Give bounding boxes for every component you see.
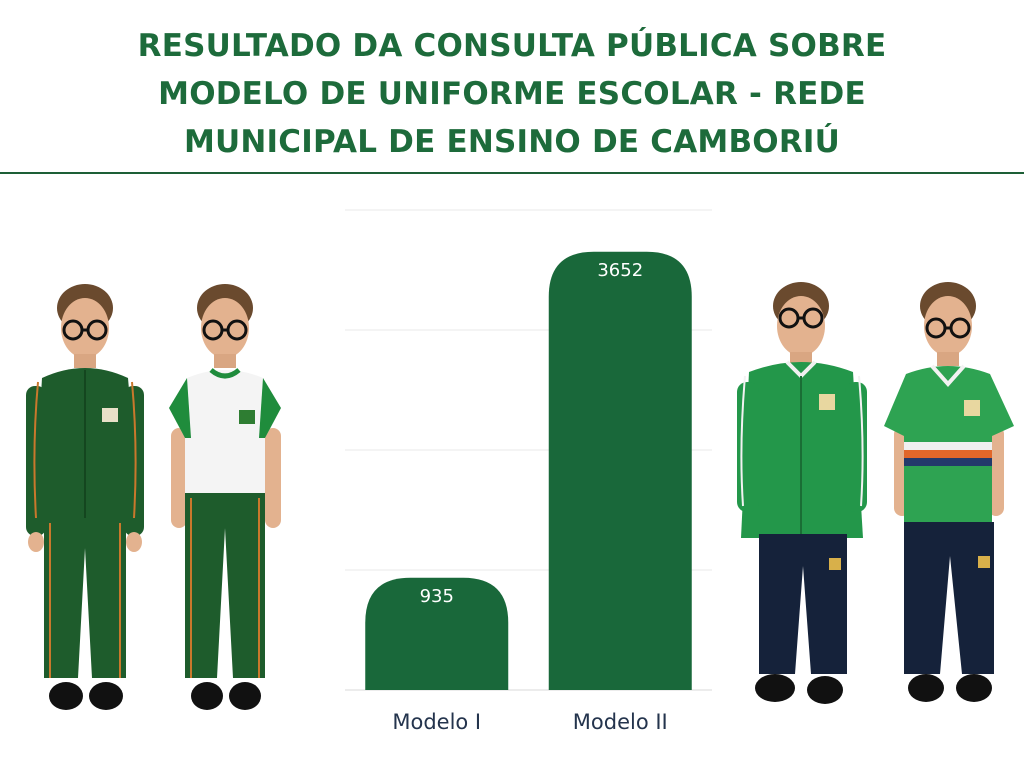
title-line-1: RESULTADO DA CONSULTA PÚBLICA SOBRE bbox=[137, 28, 887, 64]
data-label: 3652 bbox=[597, 260, 643, 281]
title-line-3: MUNICIPAL DE ENSINO DE CAMBORIÚ bbox=[183, 124, 841, 160]
bar-modelo-ii bbox=[548, 251, 692, 690]
modelo-ii-jacket-photo bbox=[737, 282, 867, 704]
title-divider bbox=[0, 172, 1024, 174]
chart-bars bbox=[365, 251, 692, 690]
page-title: RESULTADO DA CONSULTA PÚBLICA SOBRE MODE… bbox=[0, 22, 1024, 166]
modelo-ii-shirt-photo bbox=[884, 282, 1014, 702]
chart-labels: 935 Modelo I 3652 Modelo II bbox=[392, 260, 667, 734]
modelo-i-jacket-photo bbox=[26, 284, 144, 710]
bar-modelo-i bbox=[365, 577, 509, 690]
modelo-i-shirt-photo bbox=[169, 284, 281, 710]
data-label: 935 bbox=[420, 586, 454, 607]
title-line-2: MODELO DE UNIFORME ESCOLAR - REDE bbox=[158, 76, 866, 112]
x-tick-label: Modelo I bbox=[392, 710, 481, 734]
x-tick-label: Modelo II bbox=[573, 710, 668, 734]
